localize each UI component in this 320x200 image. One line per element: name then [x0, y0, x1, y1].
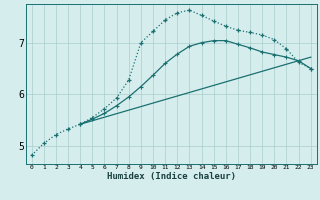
X-axis label: Humidex (Indice chaleur): Humidex (Indice chaleur) [107, 172, 236, 181]
